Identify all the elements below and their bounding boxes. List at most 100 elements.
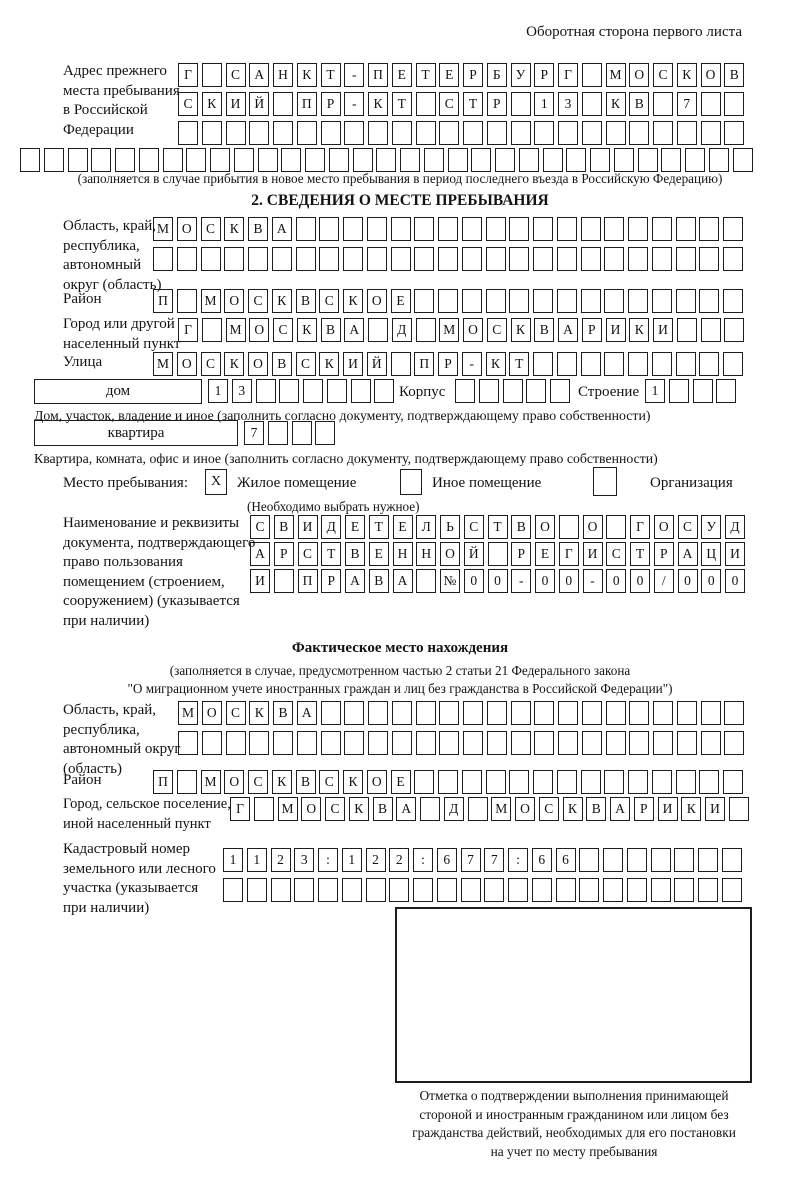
char-cell: С [486, 318, 507, 342]
fact-title: Фактическое место нахождения [291, 640, 509, 656]
char-cell: К [224, 217, 245, 241]
char-cell [368, 731, 388, 755]
char-cell [508, 878, 528, 902]
char-cell: Е [390, 770, 411, 794]
char-cell: 1 [645, 379, 665, 403]
char-cell: Д [321, 515, 342, 539]
char-cell: У [701, 515, 722, 539]
char-cell [724, 731, 745, 755]
char-cell: С [200, 352, 221, 376]
char-cell [438, 770, 458, 794]
char-cell [413, 878, 433, 902]
char-cell: С [178, 92, 198, 116]
char-cell: В [273, 701, 293, 725]
char-cell [176, 770, 197, 794]
char-cell [486, 701, 507, 725]
char-cell: А [271, 217, 292, 241]
char-cell [461, 770, 482, 794]
char-cell [291, 421, 312, 445]
char-cell: 7 [244, 421, 264, 445]
char-cell [138, 148, 159, 172]
char-cell: Т [321, 542, 342, 566]
char-cell: К [296, 63, 317, 87]
char-cell [248, 247, 268, 271]
char-cell [461, 247, 482, 271]
char-cell: С [653, 63, 673, 87]
char-cell: - [511, 569, 532, 593]
ulitsa-label: Улица [63, 354, 103, 370]
char-cell: Н [392, 542, 413, 566]
char-cell [509, 247, 530, 271]
char-cell [436, 878, 457, 902]
char-cell [699, 352, 720, 376]
char-cell: С [463, 515, 484, 539]
char-cell: М [225, 318, 246, 342]
char-cell: О [224, 770, 245, 794]
char-cell [249, 731, 270, 755]
char-cell: О [463, 318, 483, 342]
char-cell [273, 731, 293, 755]
char-cell: Е [535, 542, 555, 566]
char-cell: 0 [701, 569, 722, 593]
char-cell [186, 148, 207, 172]
char-cell: Е [390, 289, 411, 313]
char-cell [732, 148, 753, 172]
doc-label: Наименование и реквизиты документа, подт… [63, 515, 256, 629]
char-cell: К [343, 289, 363, 313]
char-cell [225, 121, 246, 145]
fact-rayon-label: Район [63, 772, 102, 788]
char-cell [415, 121, 436, 145]
char-cell [581, 701, 602, 725]
char-cell: М [153, 352, 173, 376]
fact-note-1: (заполняется в случае, предусмотренном ч… [169, 663, 631, 678]
char-cell: 0 [630, 569, 650, 593]
prev-address-row-4 [20, 148, 753, 172]
char-cell [463, 701, 483, 725]
char-cell [579, 878, 600, 902]
char-cell [201, 318, 222, 342]
char-cell: О [582, 515, 603, 539]
char-cell [661, 148, 682, 172]
char-cell [724, 701, 745, 725]
char-cell [415, 318, 436, 342]
char-cell [368, 701, 388, 725]
char-cell: В [273, 515, 294, 539]
char-cell [699, 217, 720, 241]
char-cell: К [368, 92, 388, 116]
char-cell: Е [439, 63, 460, 87]
char-cell: К [681, 797, 702, 821]
char-cell [509, 217, 530, 241]
char-cell [305, 148, 325, 172]
char-cell [580, 247, 601, 271]
checkbox-inoe [400, 469, 422, 495]
char-cell [651, 770, 672, 794]
char-cell [414, 217, 435, 241]
char-cell: А [392, 569, 413, 593]
char-cell: В [345, 542, 365, 566]
char-cell [439, 121, 460, 145]
stroenie-label: Строение [578, 384, 640, 400]
char-cell: С [606, 542, 627, 566]
char-cell [253, 797, 274, 821]
char-cell: А [610, 797, 630, 821]
char-cell [303, 379, 323, 403]
char-cell: А [344, 318, 365, 342]
char-cell: 7 [484, 848, 505, 872]
char-cell [328, 148, 349, 172]
char-cell [438, 289, 458, 313]
char-cell [650, 848, 671, 872]
char-cell [201, 731, 222, 755]
char-cell [628, 247, 648, 271]
char-cell [581, 121, 602, 145]
char-cell: - [461, 352, 482, 376]
char-cell [295, 217, 316, 241]
char-cell [604, 289, 625, 313]
char-cell: О [201, 701, 222, 725]
char-cell [294, 878, 315, 902]
stroenie-cells: 1 [645, 379, 737, 403]
char-cell [698, 878, 718, 902]
char-cell: 2 [365, 848, 386, 872]
char-cell: И [705, 797, 725, 821]
